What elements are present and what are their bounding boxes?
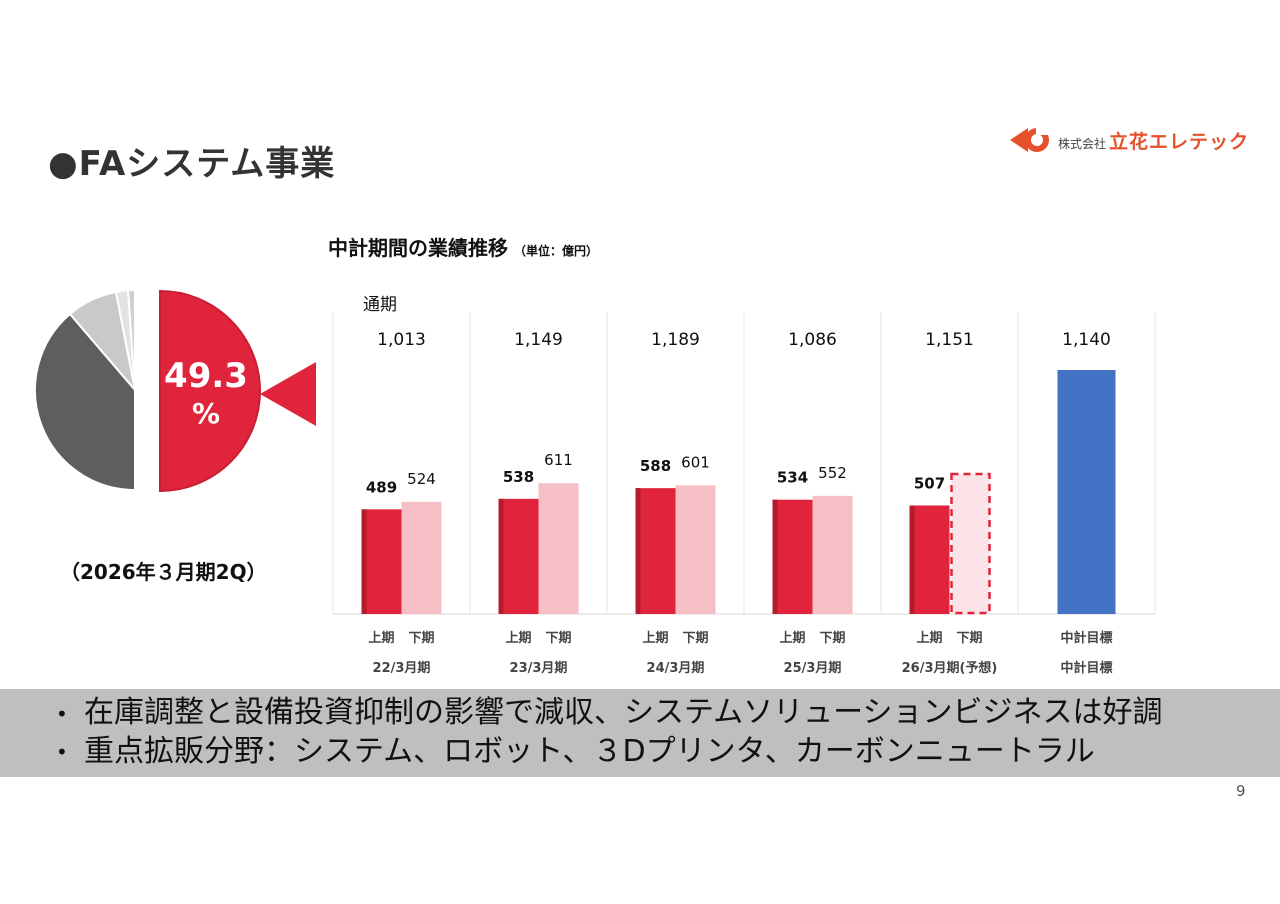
total-label: 1,013 [377,330,426,350]
bar-first-half-shade [909,505,915,614]
half-label: 下期 [956,631,982,646]
company-main-name: 立花エレテック [1109,130,1250,153]
chart-title-text: 中計期間の業績推移 [328,236,508,260]
value-label: 611 [544,451,573,469]
value-label: 538 [503,468,534,486]
company-logo-icon [1010,126,1052,152]
half-label: 上期 [779,631,805,646]
value-label: 601 [681,453,710,471]
bullet-glyph: • [56,740,68,764]
bar-second-half [812,495,853,614]
summary-bullets: • 在庫調整と設備投資抑制の影響で減収、システムソリューションビジネスは好調 • 重… [56,694,1163,771]
bar-second-half [538,483,579,614]
pie-chart [34,288,316,493]
bar-first-half-shade [635,488,641,614]
half-label: 下期 [545,631,571,646]
summary-banner [0,689,1280,777]
bar-target [1057,370,1116,614]
pie-period-label: （2026年３月期2Q） [60,560,267,584]
half-label: 上期 [368,631,394,646]
pie-percent-value: 49.3 [164,356,248,396]
category-label: 中計目標 [1060,660,1112,676]
bar-first-half-shade [361,509,367,614]
bullet-item: • 重点拡販分野：システム、ロボット、３Dプリンタ、カーボンニュートラル [56,733,1163,772]
pie-percent-label: 49.3 % [152,356,260,432]
pie-slice-highlight [159,289,261,493]
value-label: 489 [366,478,397,496]
page-number: 9 [1236,782,1246,800]
bar-first-half [635,488,676,614]
category-label: 22/3月期 [373,661,431,676]
half-label: 中計目標 [1060,630,1112,646]
category-label: 23/3月期 [510,661,568,676]
bar-second-half [675,485,716,614]
half-label: 下期 [682,631,708,646]
half-label: 下期 [819,631,845,646]
bullet-text: 重点拡販分野：システム、ロボット、３Dプリンタ、カーボンニュートラル [84,733,1095,769]
bar-first-half [909,505,950,614]
category-label: 26/3月期(予想) [902,660,998,676]
total-label: 1,189 [651,330,700,350]
total-label: 1,086 [788,330,837,350]
company-prefix: 株式会社 [1058,136,1107,151]
total-label: 1,149 [514,330,563,350]
page-title: ●FAシステム事業 [48,144,336,184]
pie-slice-light-3 [126,288,136,391]
total-label: 1,151 [925,330,974,350]
company-logo: 株式会社 立花エレテック [1010,124,1249,156]
value-label: 507 [914,474,945,492]
bullet-text: 在庫調整と設備投資抑制の影響で減収、システムソリューションビジネスは好調 [84,695,1163,730]
bar-first-half [498,498,539,614]
half-label: 上期 [505,631,531,646]
bullet-item: • 在庫調整と設備投資抑制の影響で減収、システムソリューションビジネスは好調 [56,694,1163,733]
value-label: 534 [777,469,808,487]
value-label: 552 [818,464,847,482]
company-name: 株式会社 立花エレテック [1058,127,1249,154]
category-label: 25/3月期 [784,661,842,676]
chart-unit: （単位：億円） [514,244,599,258]
bullet-glyph: • [56,701,68,726]
pointer-triangle [260,362,316,426]
total-label: 1,140 [1062,330,1111,350]
half-label: 上期 [916,631,942,646]
series-label: 通期 [363,295,397,315]
value-label: 588 [640,457,671,475]
value-label: 524 [407,470,436,488]
half-label: 下期 [408,631,434,646]
chart-title: 中計期間の業績推移 （単位：億円） [328,232,598,261]
pie-slice-dark [34,312,136,492]
category-label: 24/3月期 [647,661,705,676]
bar-first-half [772,499,813,614]
pie-percent-unit: % [191,397,221,430]
bar-second-half-forecast [950,472,991,615]
bar-first-half-shade [498,498,504,614]
half-label: 上期 [642,631,668,646]
bar-second-half [401,501,442,614]
bar-first-half [361,509,402,614]
bar-first-half-shade [772,499,778,614]
